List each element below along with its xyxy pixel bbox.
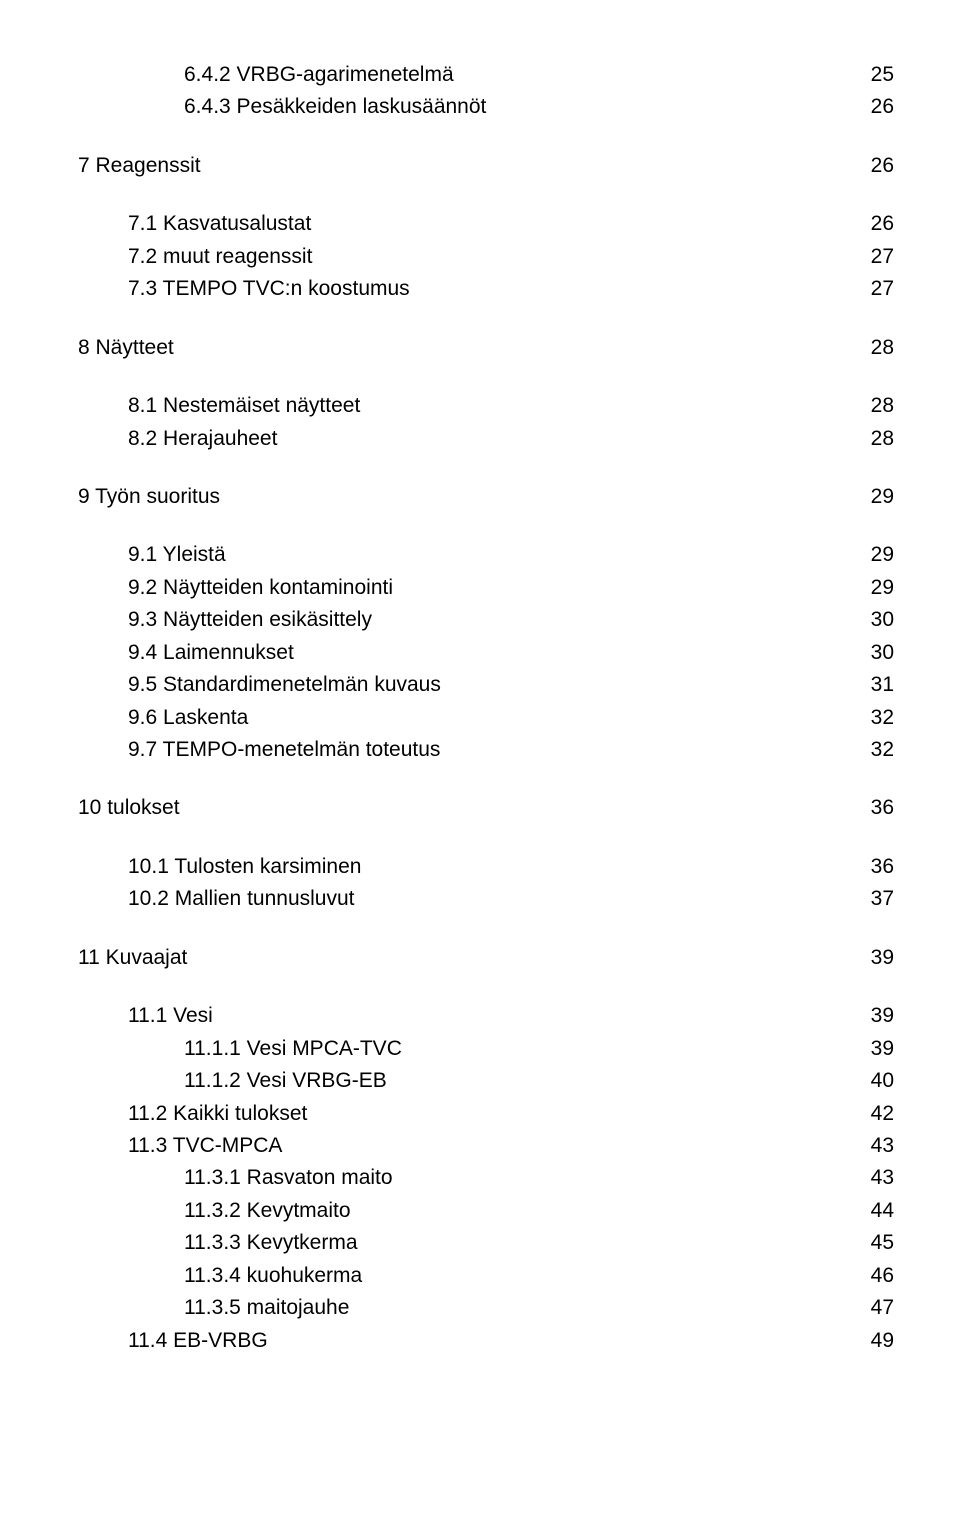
toc-row: 11.1.2 Vesi VRBG-EB 40 xyxy=(78,1066,894,1096)
toc-label: 9.5 Standardimenetelmän kuvaus xyxy=(128,670,441,700)
toc-row: 7.2 muut reagenssit 27 xyxy=(78,242,894,272)
toc-row: 10.2 Mallien tunnusluvut 37 xyxy=(78,884,894,914)
toc-row: 11.4 EB-VRBG 49 xyxy=(78,1326,894,1356)
toc-row: 11.3.3 Kevytkerma 45 xyxy=(78,1228,894,1258)
toc-row: 8 Näytteet 28 xyxy=(78,333,894,363)
toc-label: 8.2 Herajauheet xyxy=(128,424,277,454)
toc-label: 6.4.2 VRBG-agarimenetelmä xyxy=(184,60,454,90)
toc-page-number: 39 xyxy=(859,1001,894,1031)
toc-row: 11.1 Vesi 39 xyxy=(78,1001,894,1031)
toc-label: 7.2 muut reagenssit xyxy=(128,242,312,272)
toc-label: 7.1 Kasvatusalustat xyxy=(128,209,311,239)
toc-row: 9.7 TEMPO-menetelmän toteutus 32 xyxy=(78,735,894,765)
toc-page-number: 31 xyxy=(859,670,894,700)
toc-row: 9.3 Näytteiden esikäsittely 30 xyxy=(78,605,894,635)
toc-row: 11.3.2 Kevytmaito 44 xyxy=(78,1196,894,1226)
toc-label: 7 Reagenssit xyxy=(78,151,201,181)
toc-page-number: 25 xyxy=(859,60,894,90)
toc-label: 9.6 Laskenta xyxy=(128,703,248,733)
table-of-contents: 6.4.2 VRBG-agarimenetelmä256.4.3 Pesäkke… xyxy=(0,0,960,1522)
toc-page-number: 30 xyxy=(859,605,894,635)
toc-page-number: 45 xyxy=(859,1228,894,1258)
toc-page-number: 29 xyxy=(859,573,894,603)
toc-page-number: 40 xyxy=(859,1066,894,1096)
toc-label: 9.7 TEMPO-menetelmän toteutus xyxy=(128,735,440,765)
toc-label: 9.4 Laimennukset xyxy=(128,638,294,668)
toc-row: 11.3.1 Rasvaton maito 43 xyxy=(78,1163,894,1193)
toc-page-number: 26 xyxy=(859,209,894,239)
toc-label: 10 tulokset xyxy=(78,793,180,823)
toc-row: 11.2 Kaikki tulokset 42 xyxy=(78,1099,894,1129)
toc-page-number: 43 xyxy=(859,1131,894,1161)
toc-page-number: 37 xyxy=(859,884,894,914)
toc-page-number: 29 xyxy=(859,540,894,570)
toc-row: 11 Kuvaajat 39 xyxy=(78,943,894,973)
toc-label: 11.1.2 Vesi VRBG-EB xyxy=(184,1066,387,1096)
toc-page-number: 28 xyxy=(859,424,894,454)
toc-row: 6.4.3 Pesäkkeiden laskusäännöt 26 xyxy=(78,92,894,122)
toc-row: 11.3 TVC-MPCA 43 xyxy=(78,1131,894,1161)
toc-page-number: 27 xyxy=(859,274,894,304)
toc-row: 10 tulokset 36 xyxy=(78,793,894,823)
toc-label: 11.1 Vesi xyxy=(128,1001,213,1031)
toc-row: 6.4.2 VRBG-agarimenetelmä 25 xyxy=(78,60,894,90)
toc-row: 9.1 Yleistä 29 xyxy=(78,540,894,570)
toc-row: 7.1 Kasvatusalustat 26 xyxy=(78,209,894,239)
toc-row: 11.3.5 maitojauhe 47 xyxy=(78,1293,894,1323)
toc-label: 10.2 Mallien tunnusluvut xyxy=(128,884,354,914)
toc-page-number: 32 xyxy=(859,703,894,733)
toc-row: 11.3.4 kuohukerma 46 xyxy=(78,1261,894,1291)
toc-row: 9 Työn suoritus 29 xyxy=(78,482,894,512)
toc-page-number: 46 xyxy=(859,1261,894,1291)
toc-page-number: 26 xyxy=(859,92,894,122)
toc-page-number: 27 xyxy=(859,242,894,272)
toc-label: 9 Työn suoritus xyxy=(78,482,220,512)
toc-row: 9.2 Näytteiden kontaminointi 29 xyxy=(78,573,894,603)
toc-row: 9.5 Standardimenetelmän kuvaus 31 xyxy=(78,670,894,700)
toc-row: 10.1 Tulosten karsiminen 36 xyxy=(78,852,894,882)
toc-page-number: 49 xyxy=(859,1326,894,1356)
toc-row: 9.6 Laskenta 32 xyxy=(78,703,894,733)
toc-label: 10.1 Tulosten karsiminen xyxy=(128,852,361,882)
toc-label: 9.3 Näytteiden esikäsittely xyxy=(128,605,372,635)
toc-label: 8.1 Nestemäiset näytteet xyxy=(128,391,360,421)
toc-label: 9.1 Yleistä xyxy=(128,540,226,570)
toc-row: 7.3 TEMPO TVC:n koostumus 27 xyxy=(78,274,894,304)
toc-label: 11.1.1 Vesi MPCA-TVC xyxy=(184,1034,402,1064)
toc-page-number: 43 xyxy=(859,1163,894,1193)
toc-label: 7.3 TEMPO TVC:n koostumus xyxy=(128,274,410,304)
toc-label: 11.4 EB-VRBG xyxy=(128,1326,268,1356)
toc-label: 9.2 Näytteiden kontaminointi xyxy=(128,573,393,603)
toc-label: 11.3 TVC-MPCA xyxy=(128,1131,282,1161)
toc-page-number: 30 xyxy=(859,638,894,668)
toc-label: 11 Kuvaajat xyxy=(78,943,187,973)
toc-label: 11.3.1 Rasvaton maito xyxy=(184,1163,393,1193)
toc-label: 11.3.2 Kevytmaito xyxy=(184,1196,351,1226)
toc-page-number: 32 xyxy=(859,735,894,765)
toc-page-number: 26 xyxy=(859,151,894,181)
toc-row: 7 Reagenssit 26 xyxy=(78,151,894,181)
toc-page-number: 28 xyxy=(859,333,894,363)
toc-label: 6.4.3 Pesäkkeiden laskusäännöt xyxy=(184,92,486,122)
toc-label: 11.3.5 maitojauhe xyxy=(184,1293,349,1323)
toc-label: 11.3.4 kuohukerma xyxy=(184,1261,362,1291)
toc-label: 8 Näytteet xyxy=(78,333,174,363)
toc-page-number: 39 xyxy=(859,1034,894,1064)
toc-row: 8.1 Nestemäiset näytteet 28 xyxy=(78,391,894,421)
toc-label: 11.3.3 Kevytkerma xyxy=(184,1228,358,1258)
toc-page-number: 42 xyxy=(859,1099,894,1129)
toc-page-number: 36 xyxy=(859,793,894,823)
toc-page-number: 28 xyxy=(859,391,894,421)
toc-page-number: 39 xyxy=(859,943,894,973)
toc-page-number: 29 xyxy=(859,482,894,512)
toc-page-number: 44 xyxy=(859,1196,894,1226)
toc-label: 11.2 Kaikki tulokset xyxy=(128,1099,307,1129)
toc-row: 9.4 Laimennukset 30 xyxy=(78,638,894,668)
toc-page-number: 36 xyxy=(859,852,894,882)
toc-page-number: 47 xyxy=(859,1293,894,1323)
toc-row: 11.1.1 Vesi MPCA-TVC 39 xyxy=(78,1034,894,1064)
toc-row: 8.2 Herajauheet 28 xyxy=(78,424,894,454)
